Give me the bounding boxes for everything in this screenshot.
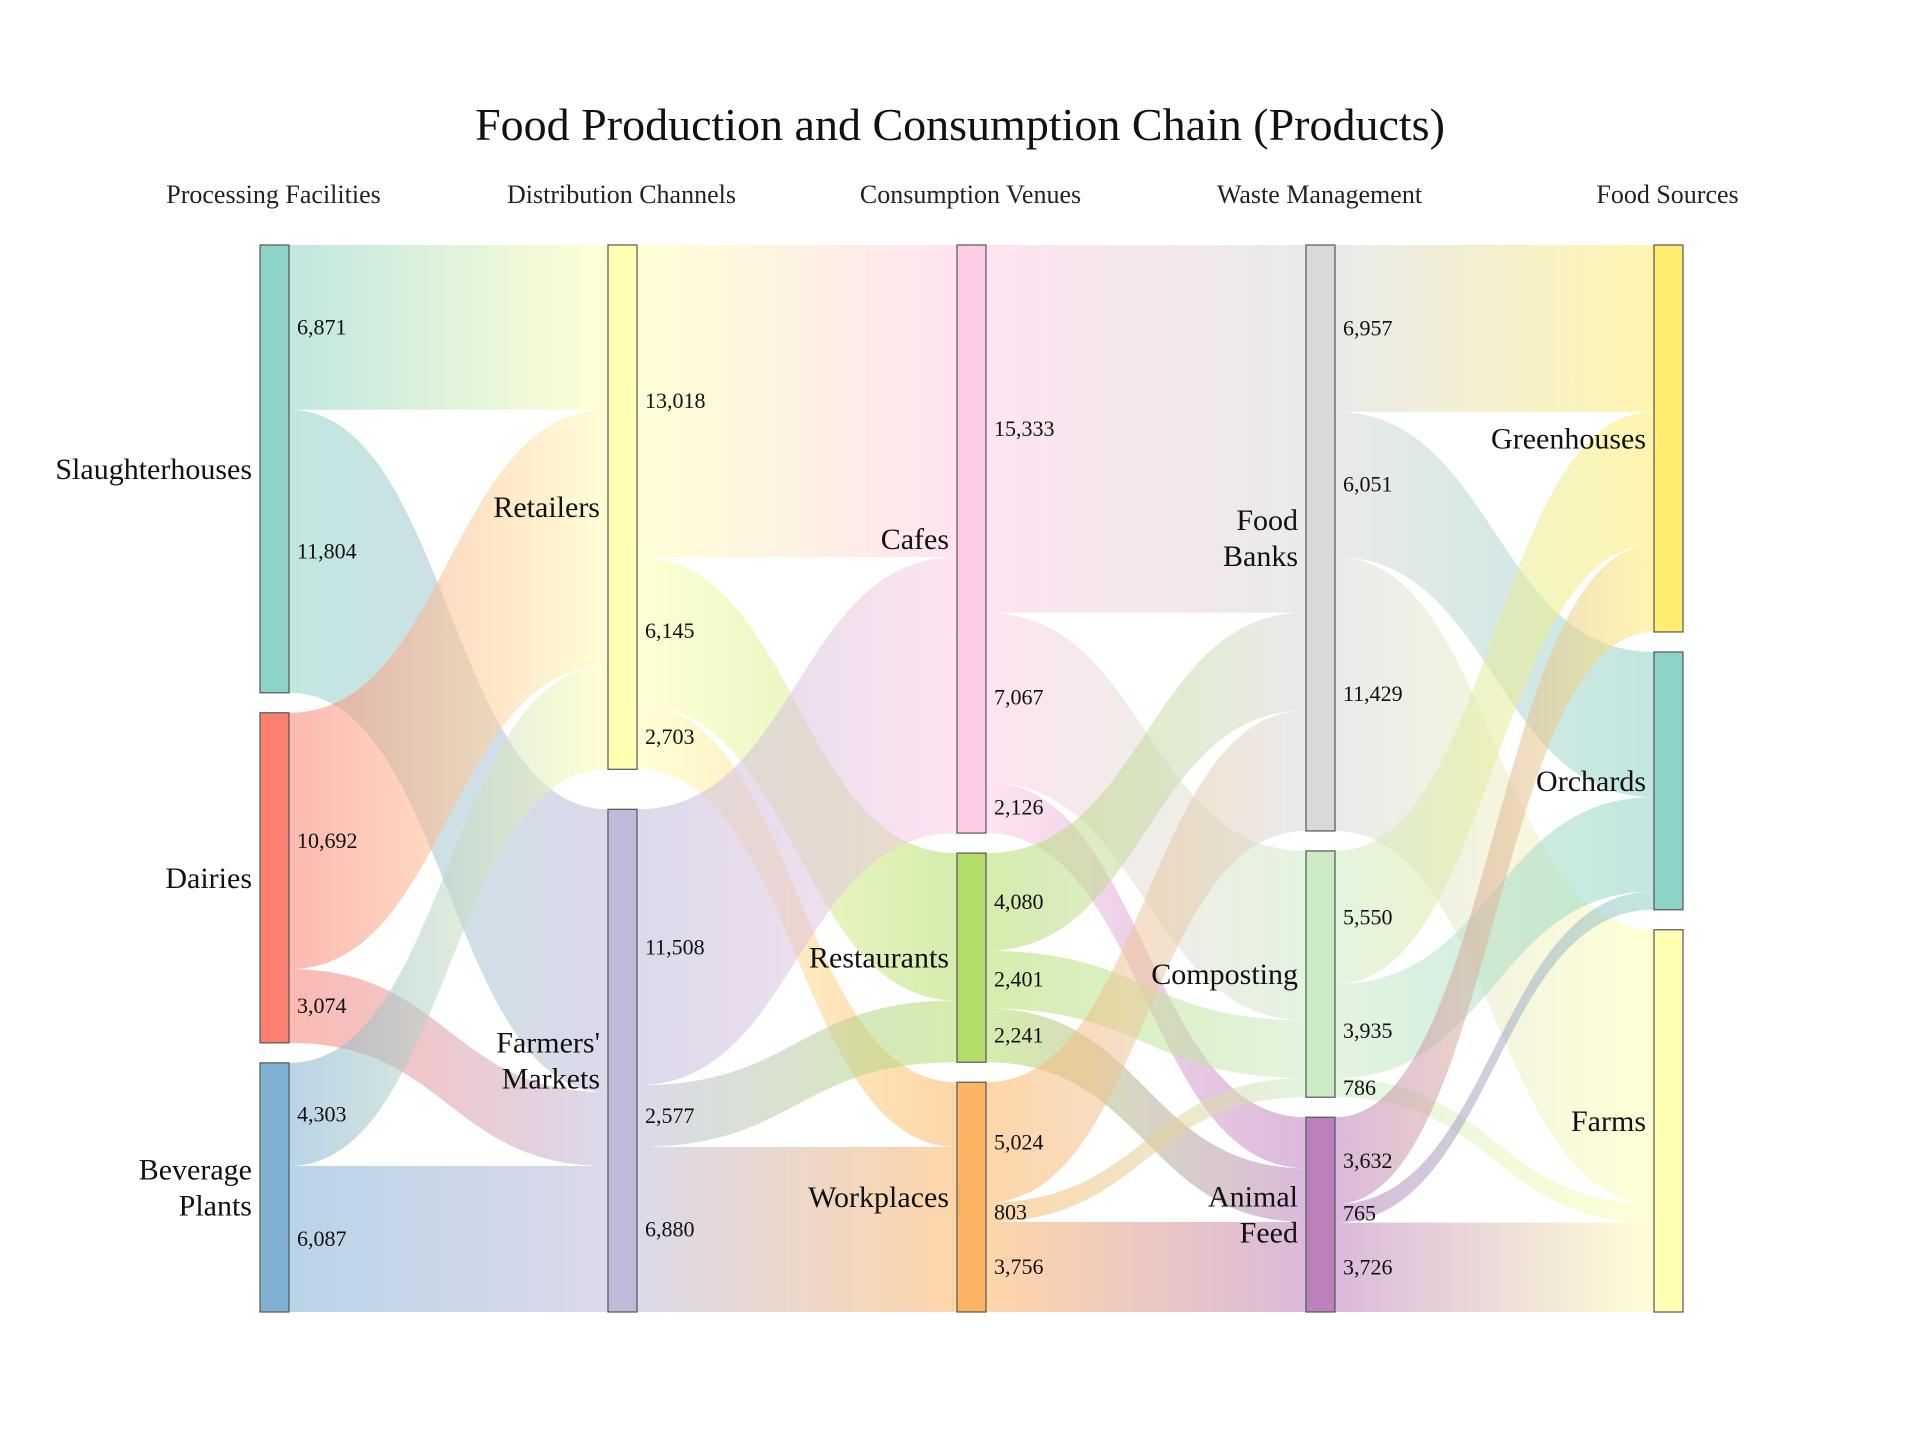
sankey-link-workplaces-foodbanks[interactable] (986, 710, 1306, 1203)
node-label-farmers: Farmers' Markets (496, 1027, 600, 1096)
node-label-foodbanks: Food Banks (1223, 504, 1298, 573)
sankey-link-foodbanks-greenhouses[interactable] (1335, 245, 1654, 412)
sankey-nodes (259, 244, 1684, 1313)
flow-value-label: 3,756 (994, 1254, 1044, 1279)
node-label-cafes: Cafes (881, 523, 949, 556)
sankey-node-restaurants[interactable] (956, 852, 987, 1063)
sankey-link-composting-farms[interactable] (1335, 1078, 1654, 1223)
node-labels: Slaughterhouses Dairies Beverage Plants Reta… (55, 422, 1646, 1249)
flow-value-label: 765 (1343, 1200, 1376, 1225)
node-label-dairies: Dairies (165, 862, 252, 895)
flow-value-label: 3,726 (1343, 1254, 1393, 1279)
sankey-node-animalfeed[interactable] (1305, 1116, 1336, 1313)
flow-value-label: 2,401 (994, 967, 1044, 992)
flow-value-label: 6,871 (297, 314, 347, 339)
flow-value-label: 3,935 (1343, 1018, 1393, 1043)
column-header: Distribution Channels (507, 180, 736, 209)
flow-value-label: 6,957 (1343, 315, 1393, 340)
sankey-link-workplaces-animalfeed[interactable] (986, 1221, 1306, 1312)
sankey-node-orchards[interactable] (1653, 651, 1684, 911)
sankey-node-dairies[interactable] (259, 712, 290, 1044)
flow-value-label: 2,703 (645, 724, 695, 749)
sankey-node-farmers[interactable] (607, 808, 638, 1313)
flow-value-label: 15,333 (994, 416, 1055, 441)
flow-value-label: 11,429 (1343, 681, 1403, 706)
column-header: Waste Management (1217, 180, 1423, 209)
column-header: Food Sources (1596, 180, 1738, 209)
sankey-node-slaughterhouses[interactable] (259, 244, 290, 694)
flow-value-label: 11,804 (297, 538, 357, 563)
sankey-link-animalfeed-farms[interactable] (1335, 1222, 1654, 1312)
sankey-node-farms[interactable] (1653, 929, 1684, 1313)
sankey-link-foodbanks-orchards[interactable] (1335, 411, 1654, 798)
sankey-node-cafes[interactable] (956, 244, 987, 834)
chart-title: Food Production and Consumption Chain (P… (475, 99, 1445, 150)
sankey-link-composting-greenhouses[interactable] (1335, 411, 1654, 985)
sankey-node-beverage[interactable] (259, 1062, 290, 1313)
flow-value-label: 5,550 (1343, 904, 1393, 929)
sankey-link-animalfeed-greenhouses[interactable] (1335, 544, 1654, 1205)
sankey-link-beverage-retailers[interactable] (289, 666, 608, 1167)
sankey-node-retailers[interactable] (607, 244, 638, 770)
flow-value-label: 11,508 (645, 934, 705, 959)
flow-value-label: 803 (994, 1199, 1027, 1224)
node-label-workplaces: Workplaces (808, 1181, 949, 1214)
node-label-slaughterhouses: Slaughterhouses (55, 453, 252, 486)
flow-value-label: 786 (1343, 1075, 1376, 1100)
node-label-retailers: Retailers (493, 491, 600, 524)
node-label-restaurants: Restaurants (809, 942, 949, 975)
sankey-node-greenhouses[interactable] (1653, 244, 1684, 633)
flow-value-label: 7,067 (994, 684, 1044, 709)
sankey-link-restaurants-foodbanks[interactable] (986, 612, 1306, 951)
column-header: Consumption Venues (860, 180, 1081, 209)
sankey-links (289, 245, 1654, 1312)
node-label-orchards: Orchards (1536, 765, 1646, 798)
node-label-composting: Composting (1151, 958, 1298, 991)
flow-value-label: 6,051 (1343, 471, 1393, 496)
node-label-greenhouses: Greenhouses (1491, 422, 1646, 455)
sankey-link-workplaces-composting[interactable] (986, 1077, 1306, 1222)
sankey-node-composting[interactable] (1305, 850, 1336, 1098)
node-label-animalfeed: Animal Feed (1208, 1181, 1298, 1250)
node-label-farms: Farms (1571, 1105, 1646, 1138)
flow-value-label: 3,632 (1343, 1148, 1393, 1173)
flow-value-label: 2,126 (994, 795, 1044, 820)
sankey-link-cafes-foodbanks[interactable] (986, 245, 1306, 613)
sankey-link-farmers-workplaces[interactable] (637, 1147, 957, 1312)
sankey-node-foodbanks[interactable] (1305, 244, 1336, 832)
sankey-node-workplaces[interactable] (956, 1081, 987, 1313)
sankey-link-composting-orchards[interactable] (1335, 797, 1654, 1079)
sankey-link-beverage-farmers[interactable] (289, 1166, 608, 1312)
sankey-link-retailers-cafes[interactable] (637, 245, 957, 558)
flow-value-label: 3,074 (297, 993, 347, 1018)
node-label-beverage: Beverage Plants (139, 1153, 252, 1222)
sankey-link-dairies-farmers[interactable] (289, 969, 608, 1167)
flow-value-label: 6,087 (297, 1226, 347, 1251)
flow-value-label: 2,577 (645, 1103, 695, 1128)
flow-value-label: 4,303 (297, 1101, 347, 1126)
sankey-link-farmers-restaurants[interactable] (637, 1000, 957, 1148)
flow-value-label: 10,692 (297, 828, 358, 853)
flow-value-label: 13,018 (645, 388, 706, 413)
flow-value-label: 6,880 (645, 1217, 695, 1242)
flow-value-label: 5,024 (994, 1129, 1044, 1154)
column-header: Processing Facilities (166, 180, 380, 209)
flow-value-label: 2,241 (994, 1022, 1044, 1047)
sankey-link-farmers-cafes[interactable] (637, 557, 957, 1086)
flow-value-label: 4,080 (994, 889, 1044, 914)
flow-value-labels: 6,871 11,804 10,692 3,074 4,303 6,087 13,018 6,… (297, 314, 1403, 1279)
sankey-link-slaughterhouses-retailers[interactable] (289, 245, 608, 410)
column-headers: Processing Facilities Distribution Channe… (166, 180, 1738, 209)
sankey-link-dairies-retailers[interactable] (289, 409, 608, 970)
sankey-link-animalfeed-orchards[interactable] (1335, 891, 1654, 1223)
flow-value-label: 6,145 (645, 618, 695, 643)
